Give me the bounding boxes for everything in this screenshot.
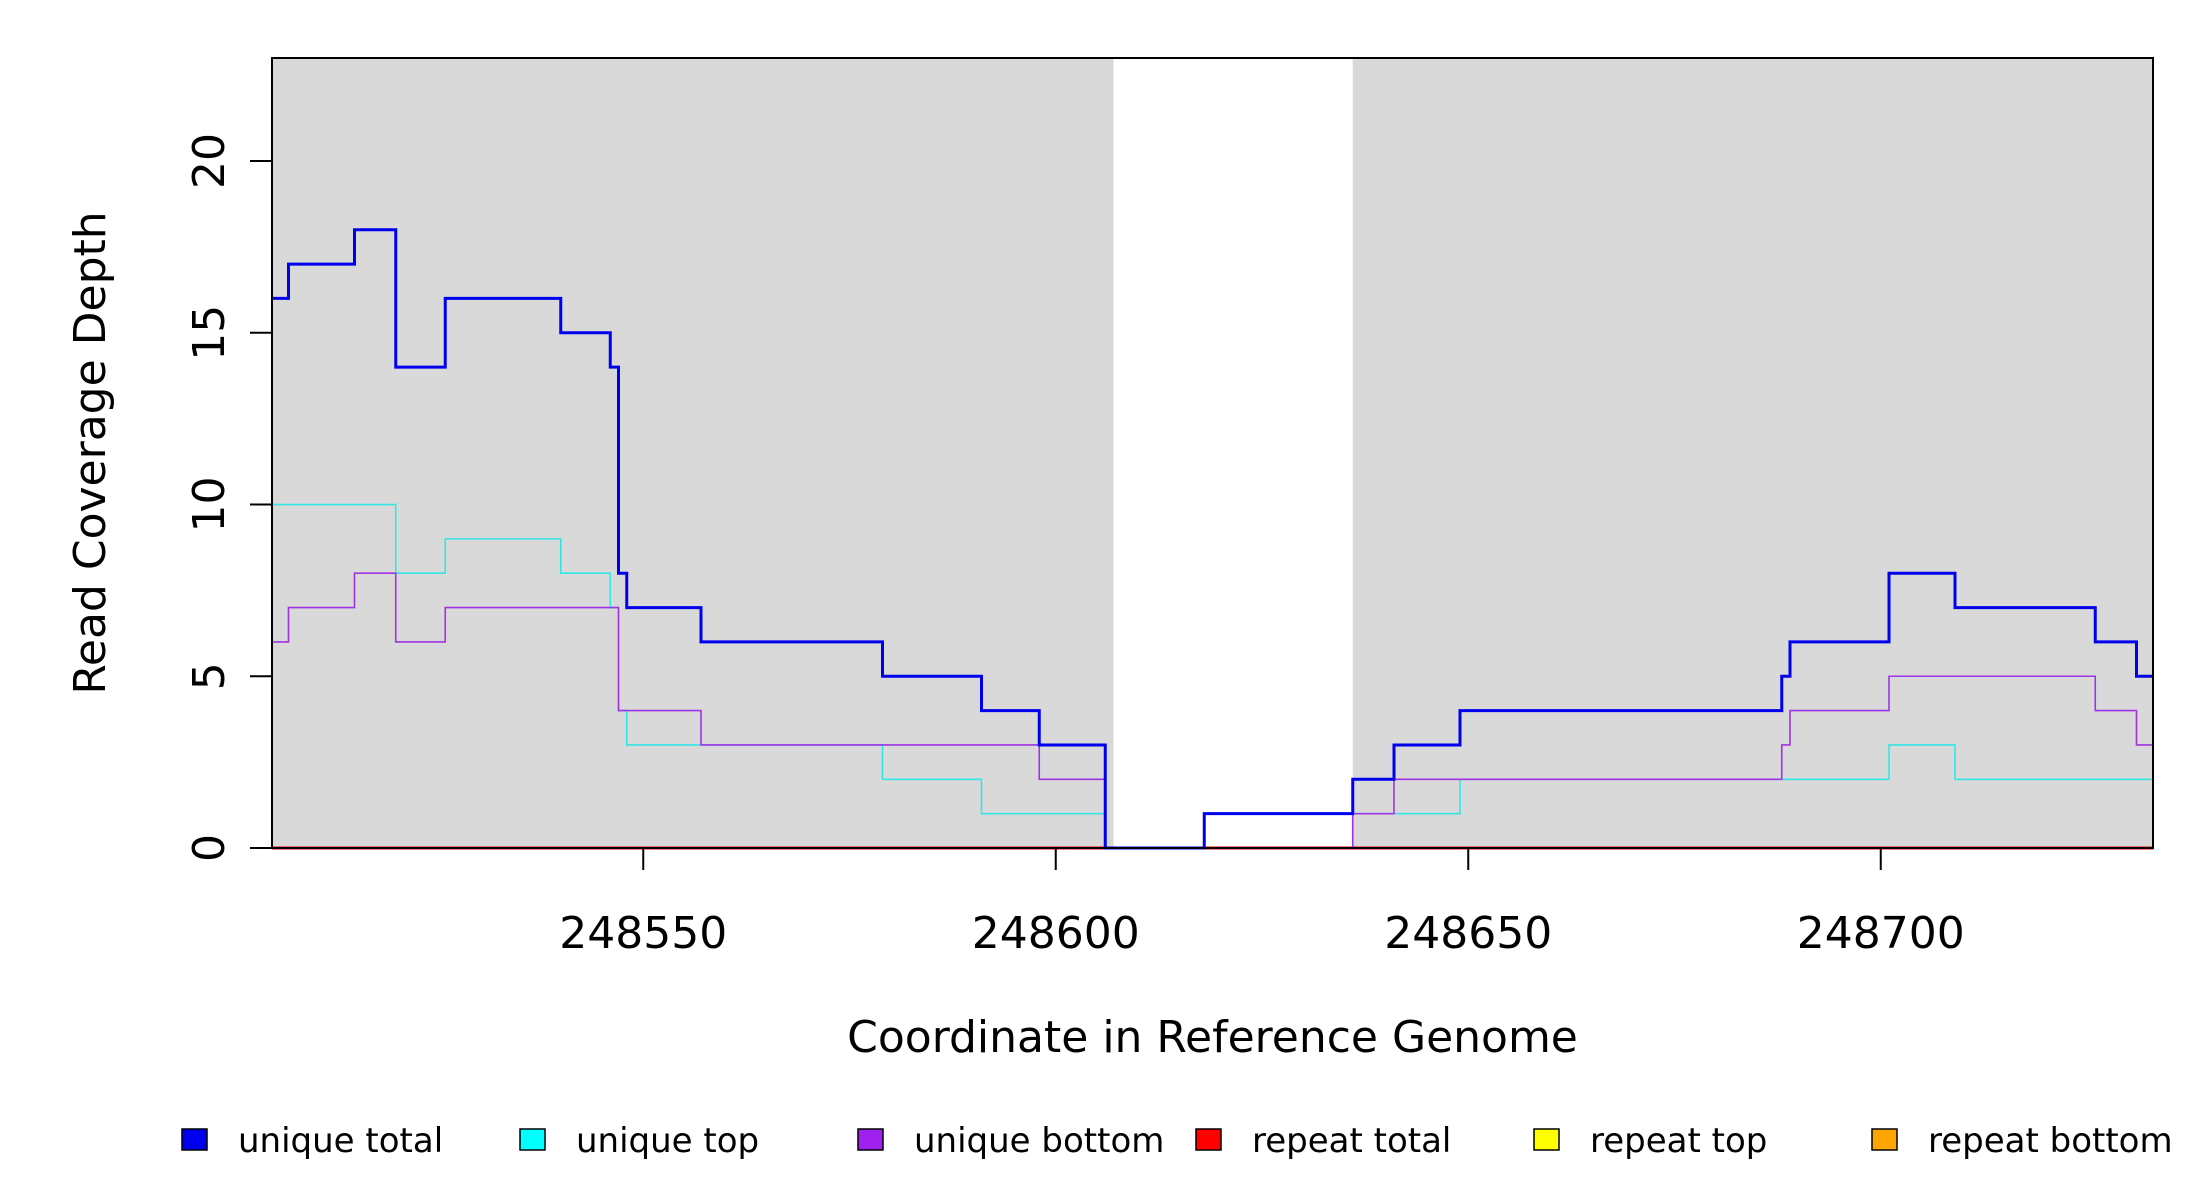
y-tick-label-20: 20	[184, 133, 235, 189]
legend: unique total unique top unique bottom repea…	[181, 1121, 2173, 1161]
legend-swatch-unique-bottom	[857, 1128, 884, 1151]
legend-swatch-unique-total	[181, 1128, 208, 1151]
legend-label-unique-bottom: unique bottom	[914, 1121, 1164, 1161]
shaded-region-0	[272, 58, 1114, 848]
x-tick-label-248650: 248650	[1384, 908, 1552, 959]
x-axis-title: Coordinate in Reference Genome	[847, 1012, 1578, 1063]
legend-label-repeat-total: repeat total	[1252, 1121, 1451, 1161]
legend-swatch-repeat-total	[1195, 1128, 1222, 1151]
x-tick-label-248600: 248600	[972, 908, 1140, 959]
y-tick-label-5: 5	[184, 662, 235, 690]
y-tick-label-15: 15	[184, 305, 235, 361]
series-line-unique-total	[272, 228, 2153, 850]
legend-swatch-unique-top	[519, 1128, 546, 1151]
x-tick-label-248700: 248700	[1797, 908, 1965, 959]
y-tick-label-0: 0	[184, 834, 235, 862]
y-tick-label-10: 10	[184, 477, 235, 533]
legend-swatch-repeat-bottom	[1871, 1128, 1898, 1151]
y-axis-title: Read Coverage Depth	[65, 211, 116, 694]
legend-swatch-repeat-top	[1533, 1128, 1560, 1151]
legend-label-repeat-bottom: repeat bottom	[1928, 1121, 2173, 1161]
legend-label-unique-total: unique total	[238, 1121, 443, 1161]
background-layer	[272, 58, 2153, 848]
x-tick-label-248550: 248550	[559, 908, 727, 959]
legend-label-repeat-top: repeat top	[1590, 1121, 1767, 1161]
shaded-region-1	[1352, 58, 2153, 848]
axes: 0 5 10 15 20 248550 248600 248650 248700	[184, 133, 1965, 959]
legend-label-unique-top: unique top	[576, 1121, 759, 1161]
